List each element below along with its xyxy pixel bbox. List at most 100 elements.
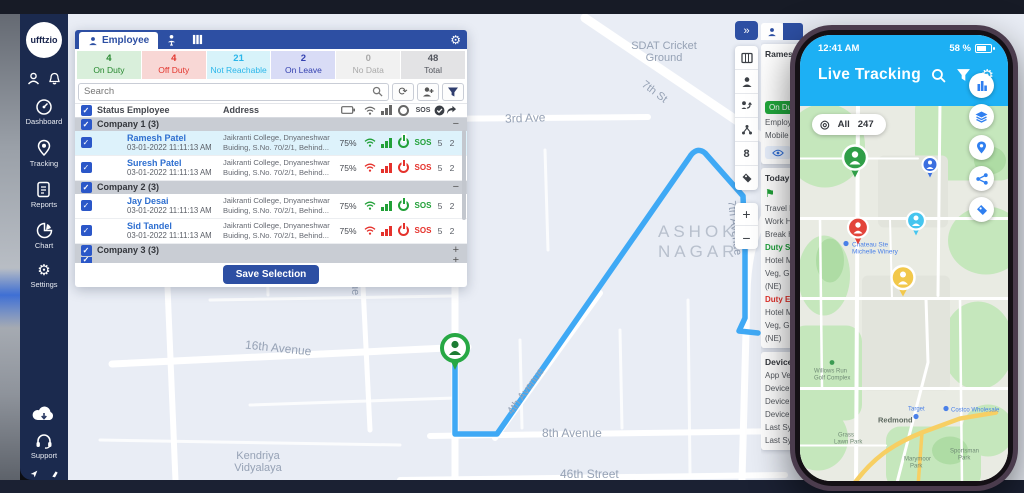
refresh-button[interactable]: ⟳ xyxy=(392,82,414,101)
cloud-download-icon[interactable] xyxy=(32,405,56,423)
employee-name-link[interactable]: Jay Desai xyxy=(127,195,169,206)
all-employees-chip[interactable]: ◎ All 247 xyxy=(812,114,886,135)
checkin-count: 5 xyxy=(437,225,443,236)
brand-logo[interactable]: ufftzio xyxy=(26,22,62,58)
group-expand-toggle[interactable]: + xyxy=(452,256,459,263)
route-playback-button[interactable] xyxy=(735,94,758,118)
tab-employee-location[interactable] xyxy=(158,30,184,49)
phone-fab-layers[interactable] xyxy=(969,104,994,129)
phone-marker-yellow xyxy=(890,264,916,297)
poi-sportsman-line1: Sportsman xyxy=(950,449,979,455)
employee-row-jay[interactable]: ✓ Jay Desai 03-01-2022 11:11:13 AM Jaikra… xyxy=(75,194,467,219)
group-checkbox[interactable]: ✓ xyxy=(80,118,92,130)
signal-status-icon xyxy=(378,200,395,211)
group-row-clipped[interactable]: ✓ + xyxy=(75,256,467,263)
group-row-company1[interactable]: ✓ Company 1 (3) − xyxy=(75,117,467,131)
phone-fab-tag[interactable] xyxy=(969,197,994,222)
group-row-company2[interactable]: ✓ Company 2 (3) − xyxy=(75,180,467,194)
row-checkbox[interactable]: ✓ xyxy=(80,137,92,148)
row-checkbox[interactable]: ✓ xyxy=(80,200,92,211)
employee-row-suresh[interactable]: ✓ Suresh Patel 03-01-2022 11:11:13 AM Jai… xyxy=(75,156,467,181)
headset-icon xyxy=(36,434,52,449)
panel-settings-gear-icon[interactable]: ⚙ xyxy=(450,32,461,47)
tool-icon[interactable] xyxy=(49,470,61,478)
row-checkbox[interactable]: ✓ xyxy=(80,225,92,236)
sidebar-item-dashboard[interactable]: Dashboard xyxy=(26,98,62,126)
label-tag-button[interactable] xyxy=(735,166,758,190)
zoom-out-button[interactable]: − xyxy=(735,226,758,249)
phone-map[interactable]: Chateau Ste Michelle Winery Willows Run … xyxy=(800,95,1008,481)
phone-fab-share[interactable] xyxy=(969,166,994,191)
phone-filter-icon[interactable] xyxy=(956,68,971,82)
user-icon[interactable] xyxy=(27,72,40,85)
stat-on-leave[interactable]: 2 On Leave xyxy=(271,51,336,79)
group-expand-toggle[interactable]: + xyxy=(452,244,459,256)
sidebar-item-chart[interactable]: Chart xyxy=(35,222,53,250)
view-details-button[interactable] xyxy=(765,146,791,159)
sidebar-item-support[interactable]: Support xyxy=(31,433,57,460)
signal-status-icon xyxy=(378,225,395,236)
tab-groups-grid[interactable] xyxy=(184,30,210,49)
group-checkbox[interactable]: ✓ xyxy=(80,256,92,263)
employee-row-ramesh[interactable]: ✓ Ramesh Patel 03-01-2022 11:11:13 AM Jai… xyxy=(75,130,467,156)
employee-marker-button[interactable] xyxy=(735,70,758,94)
sos-button[interactable]: SOS xyxy=(414,226,432,235)
wifi-status-icon xyxy=(361,163,378,172)
map-label-ashok-line2: NAGAR xyxy=(658,242,739,261)
bell-icon[interactable] xyxy=(48,72,61,85)
minus-glyph: − xyxy=(742,229,751,246)
tab-employee[interactable]: Employee xyxy=(79,32,159,49)
sidebar-item-tracking[interactable]: Tracking xyxy=(30,139,58,168)
row-checkbox[interactable]: ✓ xyxy=(80,162,92,173)
phone-fab-buildings[interactable] xyxy=(969,73,994,98)
sos-button[interactable]: SOS xyxy=(414,163,432,172)
table-header: ✓ Status Employee Address SOS xyxy=(75,102,467,118)
employee-name-link[interactable]: Ramesh Patel xyxy=(127,132,187,143)
panel-scrollbar[interactable] xyxy=(462,130,466,220)
phone-fab-location-pin[interactable] xyxy=(969,135,994,160)
zoom-in-button[interactable]: + xyxy=(735,203,758,226)
stat-not-reachable[interactable]: 21 Not Reachable xyxy=(206,51,271,79)
sidebar-item-reports[interactable]: Reports xyxy=(31,181,57,209)
wifi-column-icon xyxy=(361,106,378,115)
employee-row-sid[interactable]: ✓ Sid Tandel 03-01-2022 11:11:13 AM Jaikr… xyxy=(75,219,467,244)
map-legend-button[interactable] xyxy=(735,46,758,70)
employee-name-link[interactable]: Sid Tandel xyxy=(127,220,172,231)
employee-time: 03-01-2022 11:11:13 AM xyxy=(127,231,212,241)
stat-on-duty[interactable]: 4 On Duty xyxy=(77,51,141,79)
group-checkbox[interactable]: ✓ xyxy=(80,244,92,256)
app-sidebar: ufftzio Dashboard Tracking Reports Chart… xyxy=(20,14,68,480)
phone-search-icon[interactable] xyxy=(931,68,946,83)
group-collapse-toggle[interactable]: − xyxy=(452,118,459,130)
select-all-checkbox[interactable]: ✓ xyxy=(80,104,92,116)
sos-button[interactable]: SOS xyxy=(414,138,432,147)
stat-total[interactable]: 48 Total xyxy=(401,51,465,79)
search-input[interactable] xyxy=(84,86,372,97)
group-collapse-toggle[interactable]: − xyxy=(452,181,459,193)
detail-tab-employee[interactable] xyxy=(761,23,783,40)
phone-screen: 12:41 AM 58 % Live Tracking ⚙ xyxy=(800,35,1008,481)
group-checkbox[interactable]: ✓ xyxy=(80,181,92,193)
group-row-company3[interactable]: ✓ Company 3 (3) + xyxy=(75,243,467,257)
chip-count: 247 xyxy=(857,119,874,130)
stat-no-data[interactable]: 0 No Data xyxy=(336,51,401,79)
add-employee-button[interactable] xyxy=(417,82,439,101)
search-box[interactable] xyxy=(78,82,389,101)
sos-button[interactable]: SOS xyxy=(414,201,432,210)
settings-gear-icon: ⚙ xyxy=(37,262,51,279)
check-icon: ✓ xyxy=(82,226,90,235)
collapse-panel-button[interactable]: » xyxy=(735,21,758,40)
sidebar-item-label: Settings xyxy=(30,280,58,289)
employee-address-line2: Buiding, S.No. 70/2/1, Behind... xyxy=(223,142,329,152)
filter-button[interactable] xyxy=(442,82,464,101)
stat-off-duty[interactable]: 4 Off Duty xyxy=(141,51,206,79)
send-icon[interactable] xyxy=(28,470,40,478)
sidebar-item-settings[interactable]: ⚙ Settings xyxy=(30,263,57,289)
cluster-view-button[interactable] xyxy=(735,118,758,142)
save-selection-button[interactable]: Save Selection xyxy=(222,265,320,284)
employee-name-link[interactable]: Suresh Patel xyxy=(127,157,182,168)
phone-marker-red xyxy=(846,216,870,245)
map-label-8th-avenue: 8th Avenue xyxy=(542,426,602,440)
poi-cluster-button[interactable]: 8 xyxy=(735,142,758,166)
phone-map-canvas: Chateau Ste Michelle Winery Willows Run … xyxy=(800,95,1008,481)
